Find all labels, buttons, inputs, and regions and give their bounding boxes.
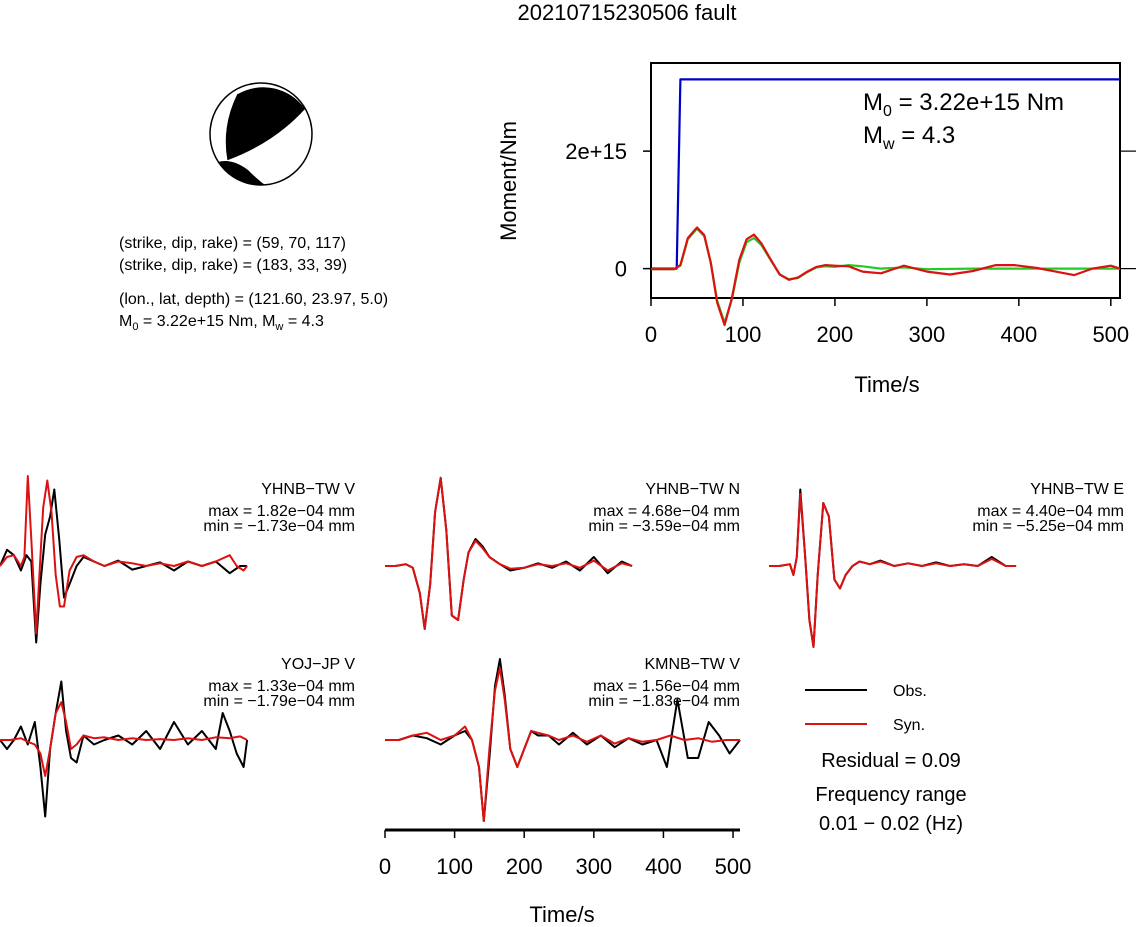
location-info: (lon., lat, depth) = (121.60, 23.97, 5.0… bbox=[119, 291, 388, 308]
waveform-xtick-label-5: 500 bbox=[715, 854, 752, 879]
waveform-xtick-label-4: 400 bbox=[645, 854, 682, 879]
station-max: max = 1.82e−04 mm bbox=[208, 503, 355, 520]
residual-label: Residual = 0.09 bbox=[821, 750, 961, 772]
legend-syn-label: Syn. bbox=[893, 717, 925, 734]
waveform-xtick-label-1: 100 bbox=[436, 854, 473, 879]
moment-xlabel: Time/s bbox=[854, 372, 919, 397]
synthetic-trace bbox=[769, 493, 1017, 648]
station-name: YOJ−JP V bbox=[281, 656, 355, 673]
station-min: min = −1.79e−04 mm bbox=[203, 693, 355, 710]
waveform-time-axis: 0 100 200 300 400 500 bbox=[379, 828, 752, 879]
station-min: min = −1.83e−04 mm bbox=[588, 693, 740, 710]
waveform-xlabel: Time/s bbox=[529, 902, 594, 927]
frequency-range: 0.01 − 0.02 (Hz) bbox=[819, 813, 963, 835]
station-max: max = 4.68e−04 mm bbox=[593, 503, 740, 520]
station-name: YHNB−TW N bbox=[645, 481, 740, 498]
magnitude-info: M0 = 3.22e+15 Nm, Mw = 4.3 bbox=[119, 313, 324, 333]
station-name: YHNB−TW V bbox=[261, 481, 355, 498]
focal-mechanism-beachball bbox=[209, 82, 313, 186]
synthetic-trace bbox=[385, 667, 740, 822]
waveform-xtick-label-2: 200 bbox=[506, 854, 543, 879]
station-name: KMNB−TW V bbox=[644, 656, 740, 673]
station-max: max = 4.40e−04 mm bbox=[977, 503, 1124, 520]
beachball-compressional-quadrant bbox=[226, 87, 305, 160]
station-max: max = 1.33e−04 mm bbox=[208, 678, 355, 695]
beachball-nodal-line-1 bbox=[225, 93, 239, 161]
figure-title: 20210715230506 fault bbox=[518, 0, 737, 25]
moment-xtick-label-3: 300 bbox=[909, 322, 946, 347]
moment-xtick-label-2: 200 bbox=[817, 322, 854, 347]
moment-xtick-label-5: 500 bbox=[1092, 322, 1129, 347]
moment-xtick-label-4: 400 bbox=[1000, 322, 1037, 347]
waveform-xtick-label-3: 300 bbox=[575, 854, 612, 879]
moment-xtick-label-1: 100 bbox=[725, 322, 762, 347]
observed-trace bbox=[385, 658, 741, 822]
moment-syn-line bbox=[651, 226, 1121, 327]
synthetic-trace bbox=[385, 476, 633, 630]
moment-xtick-label-0: 0 bbox=[645, 322, 657, 347]
station-min: min = −5.25e−04 mm bbox=[972, 518, 1124, 535]
moment-series bbox=[651, 78, 1121, 327]
frequency-title: Frequency range bbox=[815, 784, 966, 806]
station-min: min = −3.59e−04 mm bbox=[588, 518, 740, 535]
station-min: min = −1.73e−04 mm bbox=[203, 518, 355, 535]
moment-m0-label: M0 = 3.22e+15 Nm bbox=[863, 89, 1064, 120]
moment-ytick-label-1: 2e+15 bbox=[565, 139, 627, 164]
moment-plot-frame bbox=[650, 62, 1121, 299]
waveform-legend: Obs. Syn. Residual = 0.09 Frequency rang… bbox=[805, 683, 967, 835]
synthetic-trace bbox=[0, 701, 248, 777]
moment-obs-line bbox=[651, 227, 1120, 324]
legend-obs-label: Obs. bbox=[893, 683, 927, 700]
plane-2-info: (strike, dip, rake) = (183, 33, 39) bbox=[119, 257, 347, 274]
plane-1-info: (strike, dip, rake) = (59, 70, 117) bbox=[119, 235, 346, 252]
synthetic-trace bbox=[0, 475, 248, 635]
station-max: max = 1.56e−04 mm bbox=[593, 678, 740, 695]
moment-ytick-label-0: 0 bbox=[615, 257, 627, 282]
observed-trace bbox=[0, 680, 249, 818]
mechanism-info: (strike, dip, rake) = (59, 70, 117) (str… bbox=[119, 235, 388, 333]
moment-mw-label: Mw = 4.3 bbox=[863, 122, 955, 153]
waveform-xtick-label-0: 0 bbox=[379, 854, 391, 879]
beachball-compressional-quadrant-2 bbox=[218, 161, 265, 186]
moment-axis-ticks: 0 100 200 300 400 500 0 2e+15 bbox=[565, 139, 1136, 347]
moment-ylabel: Moment/Nm bbox=[496, 121, 521, 241]
station-name: YHNB−TW E bbox=[1030, 481, 1124, 498]
